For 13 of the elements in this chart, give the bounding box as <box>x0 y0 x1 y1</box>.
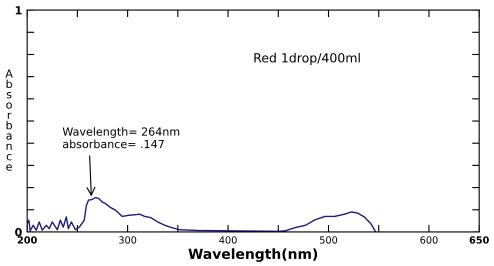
annotation: Wavelength= 264nm absorbance= .147 <box>62 127 180 148</box>
x-tick-label: 200 <box>18 236 37 244</box>
y-tick-label: 1 <box>16 6 22 14</box>
x-tick-label: 300 <box>119 236 136 244</box>
x-axis-title: Wavelength(nm) <box>188 248 318 262</box>
line-series <box>27 196 376 232</box>
x-tick-label: 400 <box>219 236 237 244</box>
y-tick-label: 0 <box>15 228 22 236</box>
x-tick-label: 600 <box>420 236 438 244</box>
text: Absorbance <box>5 70 13 171</box>
x-tick-label: 650 <box>470 236 489 244</box>
annotation: Red 1drop/400ml <box>254 52 360 65</box>
x-tick-label: 500 <box>320 236 338 244</box>
